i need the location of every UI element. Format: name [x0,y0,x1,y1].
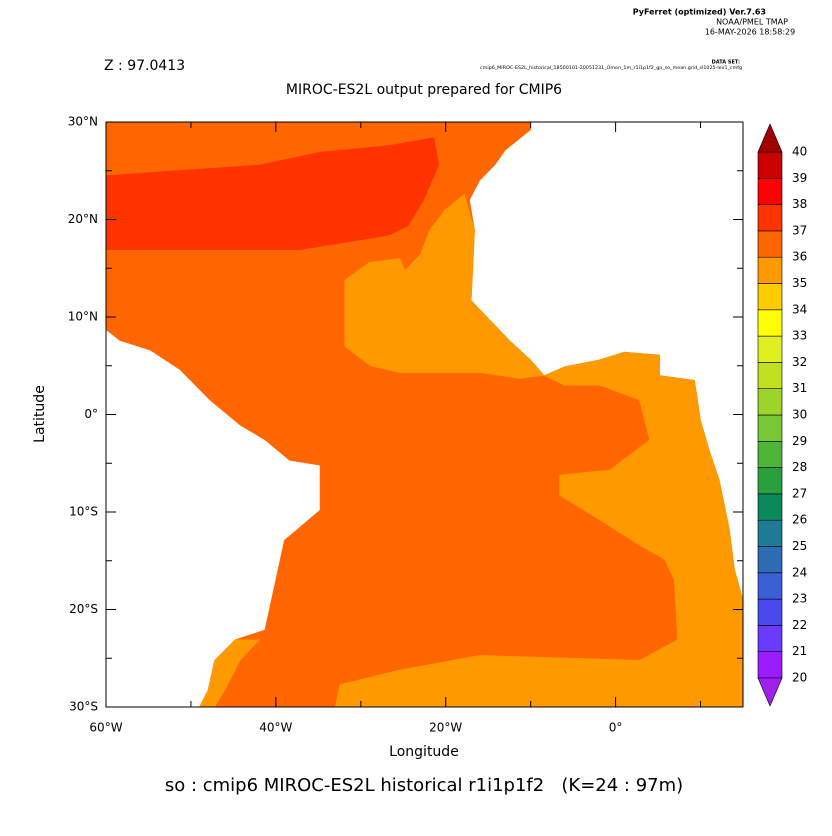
y-tick-label: 30°S [69,700,98,714]
x-tick-label: 0° [609,721,623,735]
colorbar-label: 32 [792,355,807,369]
contour-region [335,351,744,708]
colorbar-label: 20 [792,671,807,685]
colorbar-label: 31 [792,381,807,395]
colorbar-cell [757,388,783,416]
footer: so : cmip6 MIROC-ES2L historical r1i1p1f… [165,775,683,796]
colorbar-cell [757,335,783,363]
dataset-label: DATA SET: [712,60,740,66]
x-tick-label: 20°W [429,721,462,735]
y-tick-label: 0° [84,407,98,421]
colorbar-cell [757,283,783,311]
y-tick-label: 20°N [68,212,98,226]
y-tick-label: 30°N [68,115,98,129]
colorbar-under [757,677,783,707]
colorbar-cell [757,362,783,389]
lab: NOAA/PMEL TMAP [716,18,788,27]
colorbar-label: 36 [792,250,807,264]
colorbar-cell [757,546,783,574]
colorbar-label: 23 [792,592,807,606]
colorbar-label: 24 [792,565,807,579]
colorbar-label: 34 [792,302,807,316]
colorbar-cell [757,651,783,679]
colorbar-cell [757,414,783,442]
colorbar-label: 22 [792,618,807,632]
colorbar-cell [757,625,783,653]
x-tick-label: 60°W [89,721,122,735]
colorbar-cell [757,151,783,179]
x-tick-label: 40°W [259,721,292,735]
colorbar-label: 40 [792,145,807,159]
colorbar-label: 21 [792,644,807,658]
software: PyFerret (optimized) Ver.7.63 [633,8,766,17]
date: 16-MAY-2026 18:58:29 [705,28,795,37]
y-tick-label: 20°S [69,602,98,616]
colorbar-cell [757,230,783,258]
colorbar-label: 30 [792,408,807,422]
colorbar-label: 25 [792,539,807,553]
colorbar-label: 37 [792,223,807,237]
colorbar-label: 38 [792,197,807,211]
colorbar-label: 33 [792,329,807,343]
colorbar-label: 27 [792,486,807,500]
colorbar-cell [757,309,783,337]
colorbar-cell [757,440,783,468]
colorbar-label: 26 [792,513,807,527]
z-label: Z : 97.0413 [104,58,185,74]
y-axis-label: Latitude [32,385,48,443]
colorbar-cell [757,467,783,495]
contour-region [344,193,545,379]
y-tick-label: 10°S [69,505,98,519]
plot-area [105,121,744,708]
colorbar-cell [757,178,783,205]
x-axis-label: Longitude [389,744,459,760]
colorbar-cell [757,598,783,626]
colorbar-label: 29 [792,434,807,448]
contour-region [199,639,261,708]
colorbar-label: 35 [792,276,807,290]
colorbar-cell [757,572,783,600]
contour-region [105,137,440,250]
colorbar-cell [757,256,783,284]
colorbar-label: 39 [792,171,807,185]
chart-title: MIROC-ES2L output prepared for CMIP6 [286,82,562,98]
dataset: cmip6_MIROC-ES2L_historical_18500101-200… [480,65,743,70]
colorbar-cell [757,519,783,547]
colorbar-label: 28 [792,460,807,474]
colorbar-cell [757,204,783,232]
colorbar-cell [757,493,783,521]
colorbar-over [757,123,783,153]
y-tick-label: 10°N [68,310,98,324]
